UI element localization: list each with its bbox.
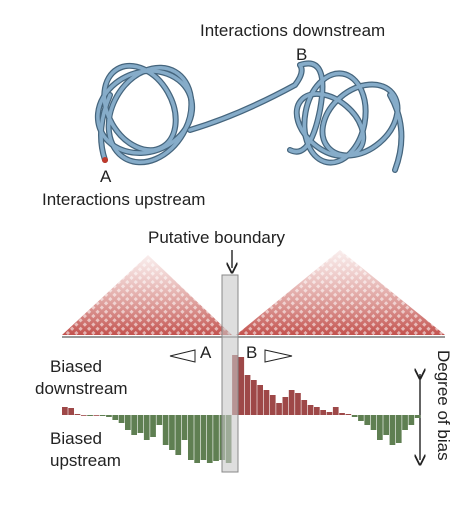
label-upstream: Interactions upstream — [42, 190, 205, 209]
bias-bars — [62, 355, 421, 463]
bias-bar — [150, 415, 156, 437]
bias-bar — [320, 410, 326, 415]
label-biased: Biased — [50, 429, 102, 448]
label-a-mid: A — [200, 343, 212, 362]
label-a: A — [100, 167, 112, 186]
arrow — [264, 349, 293, 363]
chromatin-knot — [94, 60, 405, 173]
label-degree: Degree of bias — [434, 350, 453, 461]
bias-bar — [383, 415, 389, 435]
bias-bar — [263, 390, 270, 415]
bias-bar — [156, 415, 163, 425]
bias-bar — [257, 385, 263, 415]
bias-bar — [74, 414, 81, 415]
label-upstream-bias: upstream — [50, 451, 121, 470]
bias-bar — [282, 397, 289, 415]
bias-bar — [106, 415, 112, 417]
label-b: B — [296, 45, 307, 64]
bias-bar — [251, 380, 257, 415]
bias-bar — [169, 415, 175, 450]
bias-bar — [194, 415, 200, 463]
bias-bar — [269, 395, 276, 415]
bias-bar — [137, 415, 144, 433]
bias-bar — [162, 415, 169, 445]
bias-bar — [125, 415, 131, 430]
bias-bar — [112, 415, 119, 420]
arrow — [169, 349, 196, 363]
bias-bar — [62, 407, 68, 415]
bias-bar — [93, 415, 100, 416]
bias-bar — [99, 415, 106, 416]
heatmap — [62, 250, 445, 335]
bias-bar — [345, 414, 352, 415]
bias-bar — [408, 415, 415, 425]
label-downstream: Interactions downstream — [200, 21, 385, 40]
bias-bar — [395, 415, 402, 443]
bias-bar — [389, 415, 396, 445]
bias-bar — [288, 390, 295, 415]
bias-bar — [370, 415, 377, 430]
bias-bar — [175, 415, 182, 455]
bias-bar — [295, 393, 301, 415]
bias-bar — [301, 400, 308, 415]
bias-bar — [358, 415, 364, 421]
bias-bar — [364, 415, 371, 425]
label-biased: Biased — [50, 357, 102, 376]
bias-bar — [244, 375, 251, 415]
label-downstream-bias: downstream — [35, 379, 128, 398]
bias-bar — [131, 415, 137, 435]
bias-bar — [181, 415, 188, 440]
bias-bar — [143, 415, 150, 440]
bias-bar — [339, 413, 345, 415]
boundary-band — [221, 274, 239, 473]
bias-bar — [276, 403, 282, 415]
bias-bar — [351, 415, 358, 417]
label-b-mid: B — [246, 343, 257, 362]
bias-bar — [68, 408, 74, 415]
bias-bar — [414, 415, 421, 418]
label-boundary: Putative boundary — [148, 228, 286, 247]
bias-bar — [118, 415, 125, 423]
bias-bar — [206, 415, 213, 463]
bias-bar — [402, 415, 408, 430]
bias-bar — [188, 415, 194, 460]
bias-bar — [377, 415, 383, 440]
bias-bar — [238, 357, 245, 415]
bias-bar — [314, 407, 320, 415]
bias-bar — [87, 415, 93, 416]
bias-bar — [213, 415, 219, 461]
bias-bar — [200, 415, 207, 460]
bias-bar — [326, 412, 333, 415]
bias-bar — [332, 407, 339, 415]
bias-bar — [80, 415, 87, 416]
bias-bar — [307, 405, 314, 415]
